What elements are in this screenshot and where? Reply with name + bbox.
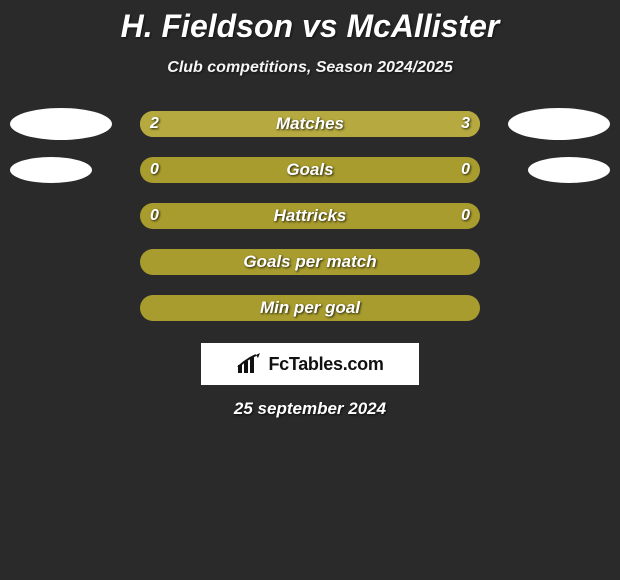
footer-logo-text: FcTables.com [268,354,383,375]
chart-icon [236,353,262,375]
footer-logo: FcTables.com [201,343,419,385]
stat-row: Goals per match [0,239,620,285]
stat-bar: Goals0 0 [140,157,480,183]
stat-value-right: 0 [461,207,470,225]
footer-date: 25 september 2024 [0,399,620,419]
stat-label: Goals per match [140,252,480,272]
comparison-rows: Matches23Goals00Hattricks00Goals per mat… [0,101,620,331]
stat-label: Min per goal [140,298,480,318]
stat-row: Min per goal [0,285,620,331]
player-marker-left [10,157,92,183]
player-marker-left [10,108,112,140]
stat-bar: Min per goal [140,295,480,321]
player-marker-right [508,108,610,140]
stat-row: Matches23 [0,101,620,147]
stat-bar-fill-right [276,111,480,137]
stat-value-right: 0 [461,161,470,179]
stat-value-left: 0 [150,207,159,225]
page-title: H. Fieldson vs McAllister [0,0,620,45]
stat-row: Goals0 0 [0,147,620,193]
stat-bar-fill-left [140,111,276,137]
stat-row: Hattricks0 0 [0,193,620,239]
stat-label: Goals [140,160,480,180]
stat-bar: Hattricks0 0 [140,203,480,229]
stat-bar: Matches23 [140,111,480,137]
player-marker-right [528,157,610,183]
stat-label: Hattricks [140,206,480,226]
stat-value-left: 0 [150,161,159,179]
subtitle: Club competitions, Season 2024/2025 [0,59,620,77]
stat-bar: Goals per match [140,249,480,275]
